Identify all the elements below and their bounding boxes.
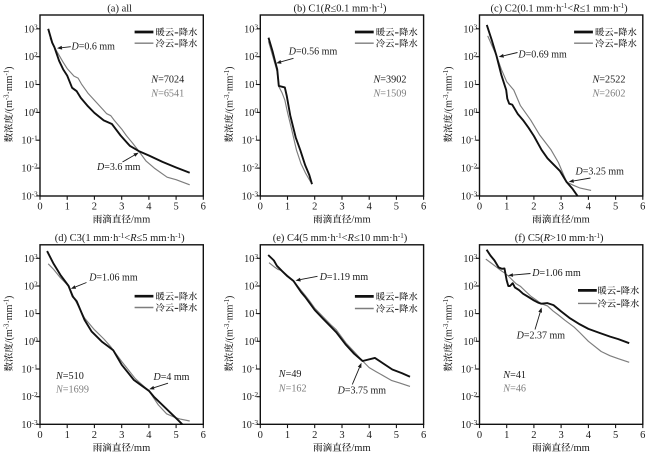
- svg-text:D=3.75 mm: D=3.75 mm: [337, 386, 387, 397]
- svg-text:5: 5: [613, 202, 618, 213]
- svg-text:5: 5: [173, 202, 178, 213]
- svg-text:N=7024: N=7024: [150, 75, 184, 86]
- svg-text:2: 2: [531, 430, 536, 441]
- svg-text:2: 2: [312, 202, 317, 213]
- svg-text:(c) C2(0.1 mm·h-1<R≤1 mm·h-1): (c) C2(0.1 mm·h-1<R≤1 mm·h-1): [491, 2, 629, 14]
- svg-text:1: 1: [285, 430, 290, 441]
- svg-text:4: 4: [146, 430, 152, 441]
- svg-text:2: 2: [92, 202, 97, 213]
- svg-text:5: 5: [173, 430, 178, 441]
- svg-text:N=2522: N=2522: [592, 75, 626, 86]
- svg-text:6: 6: [421, 202, 426, 213]
- svg-text:5: 5: [613, 430, 618, 441]
- svg-text:2: 2: [531, 202, 536, 213]
- svg-text:0: 0: [37, 202, 42, 213]
- svg-text:/mm: /mm: [131, 215, 150, 226]
- svg-text:/(m-3·mm-1): /(m-3·mm-1): [224, 67, 236, 114]
- svg-text:D=0.56 mm: D=0.56 mm: [288, 47, 338, 58]
- svg-text:/(m-3·mm-1): /(m-3·mm-1): [443, 296, 455, 343]
- svg-text:(b) C1(R≤0.1 mm·h-1): (b) C1(R≤0.1 mm·h-1): [294, 2, 387, 14]
- svg-text:N=1699: N=1699: [55, 384, 89, 395]
- svg-text:0: 0: [258, 202, 263, 213]
- svg-text:3: 3: [339, 202, 344, 213]
- svg-text:3: 3: [558, 430, 563, 441]
- svg-text:D=1.06 mm: D=1.06 mm: [531, 268, 581, 279]
- svg-text:/mm: /mm: [571, 443, 590, 454]
- svg-text:N=1509: N=1509: [373, 89, 407, 100]
- svg-text:2: 2: [92, 430, 97, 441]
- svg-text:N=510: N=510: [55, 371, 84, 382]
- svg-text:(a) all: (a) all: [107, 3, 132, 14]
- svg-text:1: 1: [65, 202, 70, 213]
- svg-text:D=4 mm: D=4 mm: [153, 372, 190, 383]
- svg-text:(d) C3(1 mm·h-1<R≤5 mm·h-1): (d) C3(1 mm·h-1<R≤5 mm·h-1): [55, 232, 185, 244]
- svg-text:4: 4: [586, 430, 592, 441]
- svg-text:/(m-3·mm-1): /(m-3·mm-1): [4, 67, 16, 114]
- svg-text:N=41: N=41: [502, 370, 526, 381]
- svg-text:D=1.06 mm: D=1.06 mm: [88, 273, 138, 284]
- svg-text:0: 0: [37, 430, 42, 441]
- svg-text:N=162: N=162: [278, 383, 307, 394]
- svg-text:/mm: /mm: [351, 443, 370, 454]
- svg-text:/(m-3·mm-1): /(m-3·mm-1): [4, 296, 16, 343]
- svg-text:4: 4: [367, 202, 373, 213]
- svg-text:/mm: /mm: [571, 215, 590, 226]
- svg-text:1: 1: [504, 202, 509, 213]
- svg-text:4: 4: [586, 202, 592, 213]
- svg-text:6: 6: [640, 202, 645, 213]
- svg-text:N=46: N=46: [502, 384, 526, 395]
- svg-text:6: 6: [201, 202, 206, 213]
- svg-text:0: 0: [477, 430, 482, 441]
- svg-text:D=1.19 mm: D=1.19 mm: [319, 272, 369, 283]
- svg-text:N=49: N=49: [278, 369, 302, 380]
- svg-text:/(m-3·mm-1): /(m-3·mm-1): [443, 67, 455, 114]
- svg-text:D=0.6 mm: D=0.6 mm: [71, 42, 116, 53]
- svg-text:N=6541: N=6541: [150, 89, 184, 100]
- svg-text:D=0.69 mm: D=0.69 mm: [517, 49, 567, 60]
- svg-text:N=2602: N=2602: [592, 89, 626, 100]
- svg-text:(f) C5(R>10 mm·h-1): (f) C5(R>10 mm·h-1): [515, 232, 604, 244]
- svg-text:6: 6: [640, 430, 645, 441]
- svg-text:/mm: /mm: [131, 443, 150, 454]
- svg-text:0: 0: [477, 202, 482, 213]
- svg-text:1: 1: [285, 202, 290, 213]
- svg-text:D=2.37 mm: D=2.37 mm: [516, 331, 566, 342]
- svg-text:3: 3: [119, 202, 124, 213]
- svg-text:/(m-3·mm-1): /(m-3·mm-1): [224, 296, 236, 343]
- svg-text:N=3902: N=3902: [373, 75, 407, 86]
- svg-text:1: 1: [504, 430, 509, 441]
- svg-text:3: 3: [119, 430, 124, 441]
- svg-text:4: 4: [367, 430, 373, 441]
- svg-text:5: 5: [394, 202, 399, 213]
- svg-text:D=3.6 mm: D=3.6 mm: [96, 162, 141, 173]
- svg-text:/mm: /mm: [351, 215, 370, 226]
- svg-text:D=3.25 mm: D=3.25 mm: [575, 167, 625, 178]
- svg-text:6: 6: [201, 430, 206, 441]
- svg-text:0: 0: [258, 430, 263, 441]
- svg-text:4: 4: [146, 202, 152, 213]
- svg-text:3: 3: [558, 202, 563, 213]
- svg-text:6: 6: [421, 430, 426, 441]
- svg-text:2: 2: [312, 430, 317, 441]
- svg-text:3: 3: [339, 430, 344, 441]
- svg-text:5: 5: [394, 430, 399, 441]
- svg-text:1: 1: [65, 430, 70, 441]
- svg-text:(e) C4(5 mm·h-1<R≤10 mm·h-1): (e) C4(5 mm·h-1<R≤10 mm·h-1): [273, 232, 408, 244]
